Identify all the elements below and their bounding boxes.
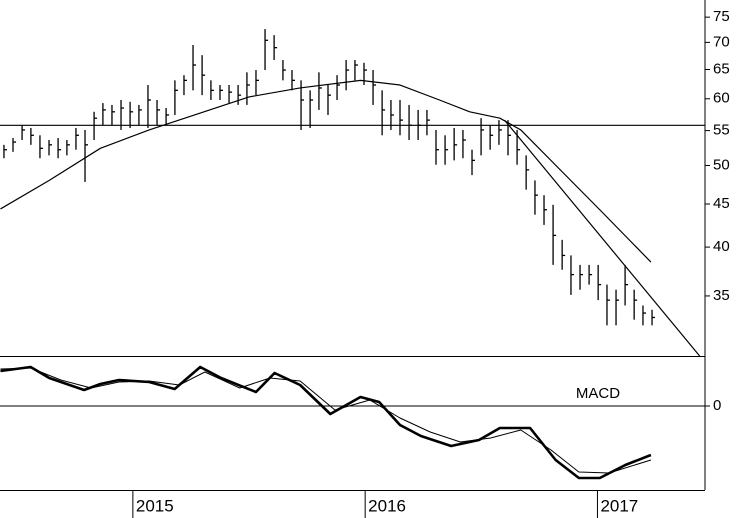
y-tick-label: 70 [713, 33, 730, 50]
y-tick-label: 45 [713, 195, 730, 212]
y-tick-label: 35 [713, 287, 730, 304]
moving-average [0, 79, 652, 263]
signal-line [0, 367, 652, 474]
x-tick-label: 2016 [368, 496, 406, 515]
macd-line [0, 365, 652, 480]
y-tick-label: 75 [713, 8, 730, 25]
y-tick-label: 60 [713, 90, 730, 107]
y-tick-label: 40 [713, 238, 730, 255]
x-tick-label: 2017 [600, 496, 638, 515]
indicator-label: MACD [576, 385, 620, 402]
trend-line [504, 119, 701, 357]
y-tick-label: 0 [713, 397, 721, 414]
x-tick-label: 2015 [136, 496, 174, 515]
y-tick-label: 55 [713, 122, 730, 139]
y-tick-label: 50 [713, 156, 730, 173]
y-tick-label: 65 [713, 60, 730, 77]
